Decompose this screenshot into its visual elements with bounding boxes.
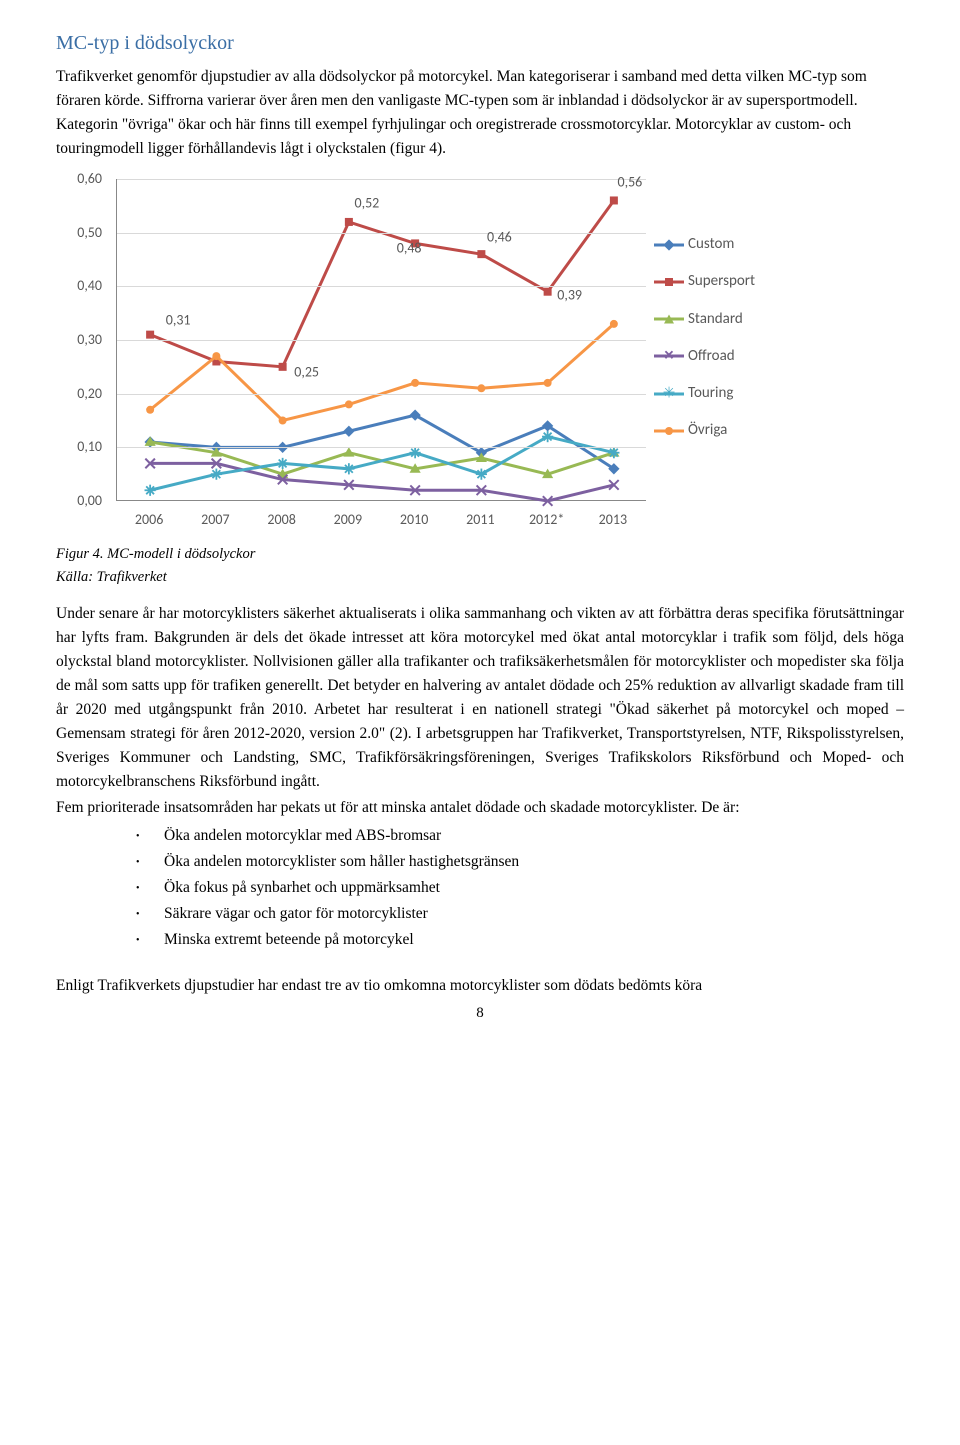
data-label: 0,52 — [354, 192, 379, 214]
closing-paragraph: Enligt Trafikverkets djupstudier har end… — [56, 974, 904, 998]
legend-item: Standard — [654, 308, 786, 331]
plot-area: 0,310,250,520,480,460,390,56 — [116, 179, 646, 501]
y-tick-label: 0,50 — [77, 222, 102, 244]
y-tick-label: 0,10 — [77, 437, 102, 459]
legend-item: ✳ Touring — [654, 382, 786, 405]
intro-paragraph: Trafikverket genomför djupstudier av all… — [56, 65, 904, 161]
legend-label: Offroad — [688, 345, 735, 368]
x-tick-label: 2012* — [529, 509, 564, 531]
legend-item: Supersport — [654, 270, 786, 293]
legend-item: Custom — [654, 233, 786, 256]
section-heading: MC-typ i dödsolyckor — [56, 28, 904, 59]
y-axis: 0,000,100,200,300,400,500,60 — [66, 179, 110, 501]
x-tick-label: 2010 — [400, 509, 428, 531]
legend: Custom Supersport Standard ✕ Offroad ✳ Touring… — [654, 233, 786, 457]
data-label: 0,56 — [617, 171, 642, 193]
legend-marker-icon — [665, 278, 673, 286]
data-label: 0,25 — [294, 361, 319, 383]
legend-marker-icon: ✕ — [664, 350, 675, 363]
figure-caption: Figur 4. MC-modell i dödsolyckor Källa: … — [56, 543, 904, 588]
legend-label: Custom — [688, 233, 734, 256]
y-tick-label: 0,30 — [77, 329, 102, 351]
legend-marker-icon — [664, 315, 674, 324]
legend-item: ✕ Offroad — [654, 345, 786, 368]
list-item: Öka fokus på synbarhet och uppmärksamhet — [136, 876, 904, 900]
list-item: Öka andelen motorcyklister som håller ha… — [136, 850, 904, 874]
x-tick-label: 2007 — [201, 509, 229, 531]
data-label: 0,31 — [166, 309, 191, 331]
legend-label: Touring — [688, 382, 733, 405]
x-tick-label: 2011 — [466, 509, 494, 531]
x-tick-label: 2006 — [135, 509, 163, 531]
x-tick-label: 2009 — [334, 509, 362, 531]
data-label: 0,39 — [557, 284, 582, 306]
list-item: Öka andelen motorcyklar med ABS-bromsar — [136, 824, 904, 848]
legend-marker-icon: ✳ — [663, 386, 676, 401]
page-number: 8 — [56, 1002, 904, 1025]
line-chart: 0,000,100,200,300,400,500,60 0,310,250,5… — [66, 173, 786, 533]
y-tick-label: 0,40 — [77, 276, 102, 298]
priority-list: Öka andelen motorcyklar med ABS-bromsarÖ… — [136, 824, 904, 952]
legend-label: Övriga — [688, 419, 727, 442]
x-tick-label: 2008 — [267, 509, 295, 531]
caption-title: Figur 4. MC-modell i dödsolyckor — [56, 546, 255, 562]
data-label: 0,48 — [397, 238, 422, 260]
list-item: Minska extremt beteende på motorcykel — [136, 928, 904, 952]
caption-source: Källa: Trafikverket — [56, 569, 167, 585]
body-paragraph-1: Under senare år har motorcyklisters säke… — [56, 602, 904, 794]
x-tick-label: 2013 — [599, 509, 627, 531]
list-item: Säkrare vägar och gator för motorcyklist… — [136, 902, 904, 926]
x-axis: 2006 2007 2008 2009 2010 2011 2012* 2013 — [116, 507, 646, 533]
data-label: 0,46 — [487, 227, 512, 249]
legend-label: Standard — [688, 308, 743, 331]
y-tick-label: 0,00 — [77, 490, 102, 512]
legend-marker-icon — [665, 427, 673, 435]
y-tick-label: 0,60 — [77, 168, 102, 190]
y-tick-label: 0,20 — [77, 383, 102, 405]
legend-marker-icon — [663, 239, 674, 250]
body-paragraph-2: Fem prioriterade insatsområden har pekat… — [56, 796, 904, 820]
legend-label: Supersport — [688, 270, 755, 293]
legend-item: Övriga — [654, 419, 786, 442]
